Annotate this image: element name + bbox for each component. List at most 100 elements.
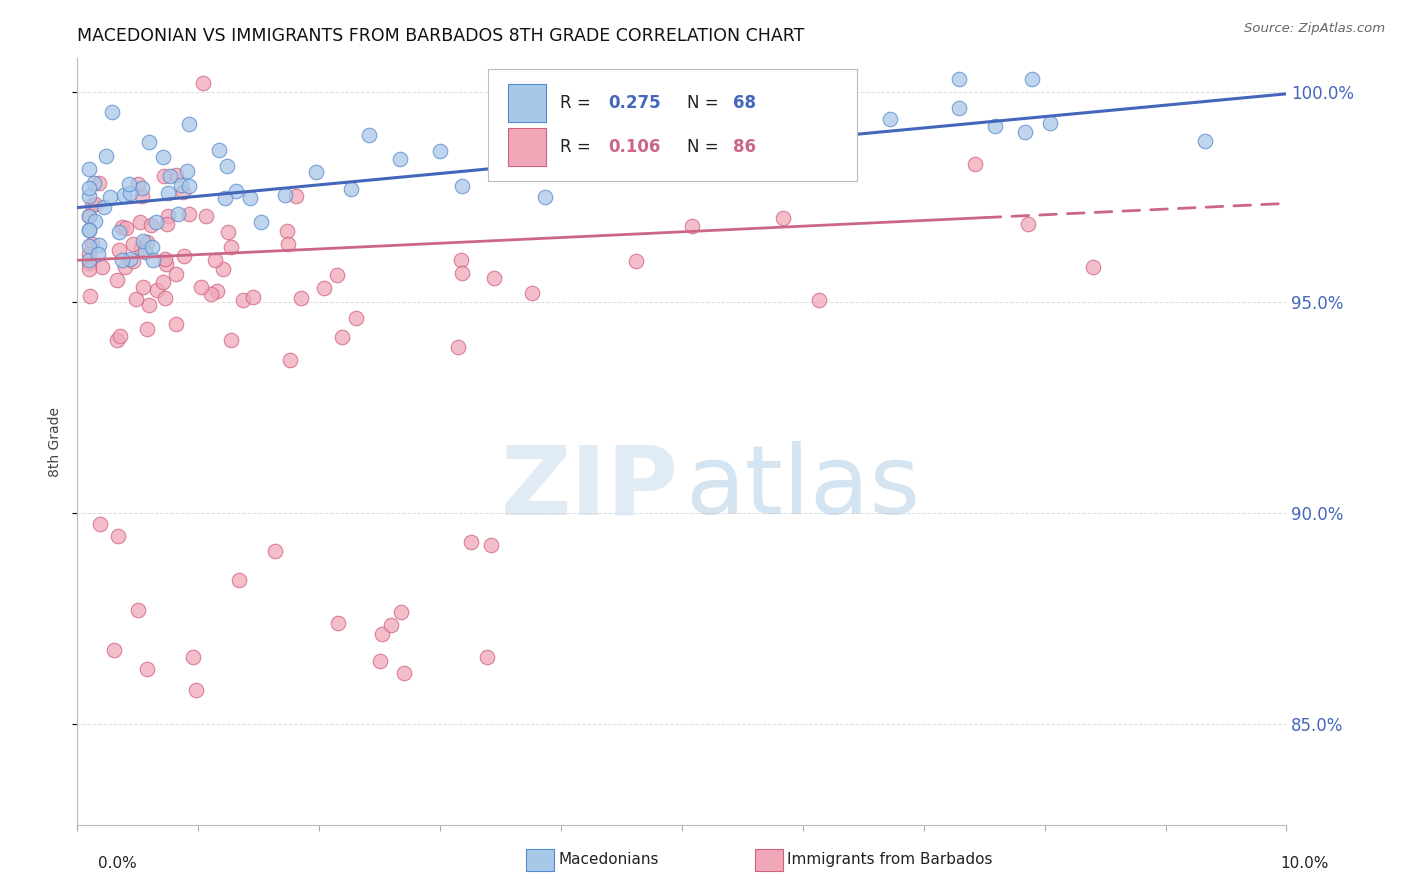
Point (808, 111, 831, 125)
Point (984, 119, 1007, 133)
Point (138, 298, 160, 312)
Point (153, 291, 176, 305)
Point (195, 209, 218, 223)
Point (135, 235, 157, 249)
Text: 86: 86 (733, 138, 755, 156)
Point (112, 187, 135, 202)
Point (1194, 134, 1216, 148)
Point (132, 280, 155, 294)
Point (179, 117, 201, 131)
Text: N =: N = (686, 138, 724, 156)
Point (879, 112, 901, 126)
Point (184, 682, 207, 697)
Point (371, 627, 394, 641)
Point (111, 253, 134, 268)
Point (155, 257, 177, 271)
Point (389, 605, 412, 619)
Point (290, 291, 312, 305)
Point (105, 333, 128, 347)
Point (131, 241, 153, 255)
Point (388, 152, 411, 166)
Point (111, 219, 134, 234)
Point (156, 209, 179, 223)
Point (219, 240, 242, 254)
Point (108, 329, 131, 343)
Point (107, 244, 129, 258)
Text: R =: R = (560, 95, 596, 112)
Point (105, 272, 128, 286)
Point (326, 268, 349, 283)
Point (429, 145, 451, 159)
Point (159, 169, 181, 184)
Y-axis label: 8th Grade: 8th Grade (48, 407, 62, 476)
Point (1017, 217, 1039, 231)
Point (228, 573, 250, 587)
Text: 0.275: 0.275 (609, 95, 661, 112)
Point (447, 340, 470, 354)
Point (285, 189, 308, 203)
Point (79, 188, 101, 202)
Point (141, 239, 163, 253)
FancyBboxPatch shape (488, 70, 858, 181)
Point (108, 225, 131, 239)
Point (125, 292, 148, 306)
Point (344, 311, 367, 326)
Point (239, 191, 262, 205)
Point (380, 617, 402, 632)
Point (205, 285, 228, 299)
Point (170, 178, 193, 192)
Point (808, 293, 831, 308)
Point (482, 270, 505, 285)
Text: 0.0%: 0.0% (98, 856, 138, 871)
Point (100, 104, 122, 119)
Point (93, 200, 115, 214)
Point (264, 544, 287, 558)
Point (624, 254, 647, 268)
Point (214, 191, 236, 205)
Point (79, 239, 101, 253)
Text: Macedonians: Macedonians (558, 853, 658, 867)
Point (128, 215, 150, 229)
Point (121, 236, 143, 251)
Point (153, 252, 176, 266)
Point (460, 535, 482, 549)
Point (121, 253, 143, 268)
Point (98, 190, 121, 204)
Point (114, 260, 136, 275)
Point (451, 179, 474, 194)
Text: 10.0%: 10.0% (1281, 856, 1329, 871)
FancyBboxPatch shape (508, 128, 547, 166)
Point (190, 280, 212, 294)
Point (177, 207, 200, 221)
Point (127, 603, 149, 617)
Point (134, 245, 156, 260)
Point (80, 198, 103, 212)
Point (139, 219, 162, 233)
Point (91, 260, 114, 274)
Point (83, 213, 105, 227)
Point (328, 615, 350, 630)
Point (115, 220, 138, 235)
Point (131, 189, 153, 203)
Point (596, 107, 619, 121)
Point (79, 161, 101, 176)
Point (156, 217, 179, 231)
Point (89, 238, 111, 252)
Point (477, 649, 499, 664)
Text: Immigrants from Barbados: Immigrants from Barbados (787, 853, 993, 867)
Point (83, 197, 105, 211)
Text: atlas: atlas (686, 441, 921, 534)
Point (534, 189, 557, 203)
Point (79, 223, 101, 237)
Point (200, 287, 222, 301)
Point (127, 177, 149, 191)
Point (683, 149, 706, 163)
Text: 68: 68 (733, 95, 755, 112)
Point (1081, 260, 1104, 274)
Point (83, 176, 105, 190)
Point (305, 164, 328, 178)
Point (450, 253, 472, 268)
Point (273, 188, 295, 202)
Point (142, 253, 165, 268)
Point (479, 538, 502, 552)
